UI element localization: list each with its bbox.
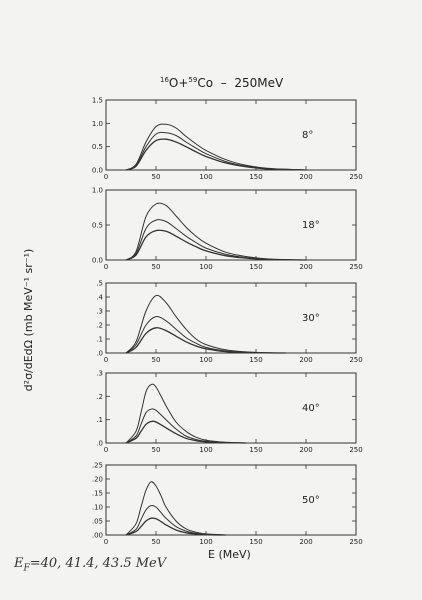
x-tick-label: 50 xyxy=(152,538,161,546)
x-tick-label: 100 xyxy=(199,446,212,454)
y-tick-label: .20 xyxy=(92,476,103,484)
x-tick-label: 150 xyxy=(249,446,262,454)
y-tick-label: .0 xyxy=(96,350,103,358)
x-tick-label: 100 xyxy=(199,538,212,546)
title-mass-b: 59 xyxy=(188,76,198,84)
series-line-1 xyxy=(125,123,307,171)
figure-title: 16O+59Co – 250MeV xyxy=(160,76,283,90)
series-line-1 xyxy=(125,294,287,354)
x-tick-label: 50 xyxy=(152,173,161,181)
y-tick-label: .0 xyxy=(96,440,103,448)
series-line-3 xyxy=(125,229,307,261)
y-tick-label: 0.0 xyxy=(92,167,103,175)
series-line-2 xyxy=(125,315,287,354)
x-tick-label: 250 xyxy=(349,446,362,454)
panel-frame xyxy=(105,464,357,536)
x-tick-label: 150 xyxy=(249,538,262,546)
y-tick-label: .10 xyxy=(92,504,103,512)
y-tick-label: .2 xyxy=(96,393,103,401)
angle-label: 30° xyxy=(302,313,320,324)
series-line-1 xyxy=(125,481,227,536)
x-tick-label: 150 xyxy=(249,173,262,181)
x-tick-label: 100 xyxy=(199,263,212,271)
x-tick-label: 250 xyxy=(349,538,362,546)
x-tick-label: 0 xyxy=(104,173,108,181)
note-values: =40, 41.4, 43.5 MeV xyxy=(29,556,167,571)
series-line-1 xyxy=(125,383,247,444)
y-tick-label: 0.5 xyxy=(92,143,103,151)
x-tick-label: 0 xyxy=(104,446,108,454)
series-line-3 xyxy=(125,138,307,171)
angle-label: 50° xyxy=(302,495,320,506)
x-tick-label: 200 xyxy=(299,263,312,271)
angle-label: 40° xyxy=(302,403,320,414)
y-tick-label: .00 xyxy=(92,532,103,540)
x-tick-label: 100 xyxy=(199,173,212,181)
y-tick-label: .1 xyxy=(96,336,103,344)
x-tick-label: 200 xyxy=(299,173,312,181)
panel-frame xyxy=(105,282,357,354)
panel-3: 0 50 100 150 200 250 .0 .1 .2 .3 .4 .5 30° xyxy=(96,280,362,365)
y-tick-label: .25 xyxy=(92,462,103,470)
y-tick-label: 1.0 xyxy=(92,120,103,128)
note-main: E xyxy=(14,556,24,571)
panel-frame xyxy=(105,99,357,171)
x-tick-label: 250 xyxy=(349,356,362,364)
y-tick-label: .3 xyxy=(96,370,103,378)
x-tick-label: 200 xyxy=(299,356,312,364)
series-line-3 xyxy=(125,517,227,536)
title-mass-a: 16 xyxy=(160,76,169,84)
y-tick-label: .2 xyxy=(96,322,103,330)
y-tick-label: .05 xyxy=(92,518,103,526)
note-subscript: F xyxy=(23,563,30,574)
y-tick-label: .1 xyxy=(96,416,103,424)
x-tick-label: 50 xyxy=(152,356,161,364)
x-tick-label: 250 xyxy=(349,263,362,271)
panel-2: 0 50 100 150 200 250 0.0 0.5 1.0 18° xyxy=(92,187,363,272)
x-tick-label: 200 xyxy=(299,538,312,546)
x-tick-label: 0 xyxy=(104,263,108,271)
angle-label: 18° xyxy=(302,220,320,231)
title-symbol-b: Co xyxy=(197,76,214,90)
series-line-3 xyxy=(125,327,287,354)
y-tick-label: 0.0 xyxy=(92,257,103,265)
x-tick-label: 50 xyxy=(152,263,161,271)
y-tick-label: .4 xyxy=(96,294,103,302)
x-tick-label: 150 xyxy=(249,263,262,271)
title-symbol-a: O+ xyxy=(168,76,189,90)
x-tick-label: 0 xyxy=(104,538,108,546)
y-tick-label: 1.0 xyxy=(92,187,103,195)
y-tick-label: .15 xyxy=(92,490,103,498)
title-energy: – 250MeV xyxy=(213,76,284,90)
x-tick-label: 150 xyxy=(249,356,262,364)
panel-4: 0 50 100 150 200 250 .0 .1 .2 .3 40° xyxy=(96,370,362,455)
panel-1: 0 50 100 150 200 250 0.0 0.5 1.0 1.5 8° xyxy=(92,97,363,182)
y-tick-label: .5 xyxy=(96,280,103,288)
series-line-2 xyxy=(125,131,307,171)
angle-label: 8° xyxy=(302,130,313,141)
y-tick-label: .3 xyxy=(96,308,103,316)
y-tick-label: 1.5 xyxy=(92,97,103,105)
x-tick-label: 50 xyxy=(152,446,161,454)
x-tick-label: 0 xyxy=(104,356,108,364)
x-tick-label: 200 xyxy=(299,446,312,454)
series-line-3 xyxy=(125,420,247,444)
handwritten-note: EF=40, 41.4, 43.5 MeV xyxy=(14,556,166,574)
x-tick-label: 100 xyxy=(199,356,212,364)
x-axis-label: E (MeV) xyxy=(208,548,251,561)
x-tick-label: 250 xyxy=(349,173,362,181)
panel-5: 0 50 100 150 200 250 .00 .05 .10 .15 .20 .25 50° xyxy=(92,462,363,547)
y-tick-label: 0.5 xyxy=(92,222,103,230)
